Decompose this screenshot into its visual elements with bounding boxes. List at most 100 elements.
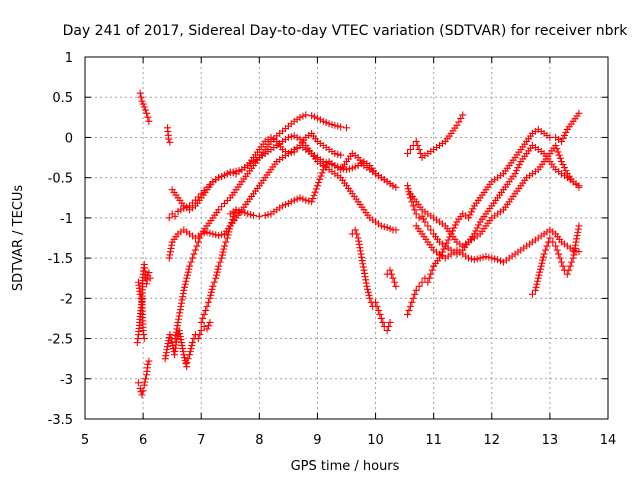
x-axis-label: GPS time / hours bbox=[291, 459, 400, 474]
data-point bbox=[528, 290, 536, 298]
grid-lines bbox=[85, 57, 608, 419]
data-point bbox=[165, 214, 173, 222]
data-point bbox=[568, 258, 576, 266]
data-point bbox=[284, 133, 292, 141]
data-point bbox=[316, 175, 324, 183]
data-point bbox=[405, 306, 413, 314]
data-point bbox=[356, 244, 364, 252]
data-point bbox=[355, 240, 363, 248]
data-point bbox=[141, 375, 149, 383]
data-point bbox=[388, 270, 396, 278]
data-point bbox=[559, 262, 567, 270]
data-point bbox=[204, 298, 212, 306]
data-point bbox=[194, 193, 202, 201]
plot-frame bbox=[84, 56, 609, 420]
data-point bbox=[308, 198, 316, 206]
x-tick-label: 12 bbox=[484, 433, 501, 448]
data-point bbox=[281, 201, 289, 209]
data-point bbox=[573, 232, 581, 240]
y-tick-label: 1 bbox=[65, 51, 73, 66]
data-point bbox=[185, 265, 193, 273]
data-point bbox=[299, 195, 307, 203]
data-point bbox=[184, 355, 192, 363]
data-point bbox=[250, 211, 258, 219]
data-point bbox=[374, 306, 382, 314]
data-point bbox=[166, 138, 174, 146]
data-point bbox=[316, 116, 324, 124]
data-point bbox=[139, 387, 147, 395]
data-point bbox=[555, 250, 563, 258]
data-point bbox=[181, 354, 189, 362]
data-point bbox=[536, 265, 544, 273]
data-point bbox=[488, 254, 496, 262]
data-point bbox=[337, 151, 345, 159]
data-point bbox=[362, 279, 370, 287]
data-point bbox=[569, 246, 577, 254]
data-point bbox=[383, 327, 391, 335]
data-point bbox=[215, 174, 223, 182]
data-point bbox=[238, 207, 246, 215]
data-point bbox=[172, 331, 180, 339]
data-point bbox=[210, 278, 218, 286]
data-point bbox=[177, 336, 185, 344]
data-point bbox=[470, 256, 478, 264]
data-point bbox=[171, 212, 179, 220]
data-point bbox=[247, 211, 255, 219]
data-point bbox=[376, 310, 384, 318]
data-point bbox=[218, 251, 226, 259]
data-point bbox=[540, 250, 548, 258]
data-point bbox=[162, 352, 170, 360]
data-point bbox=[141, 106, 149, 114]
data-point bbox=[427, 270, 435, 278]
data-point bbox=[224, 231, 232, 239]
data-point bbox=[175, 312, 183, 320]
data-point bbox=[176, 309, 184, 317]
data-point bbox=[183, 274, 191, 282]
data-point bbox=[290, 196, 298, 204]
data-point bbox=[363, 282, 371, 290]
data-point bbox=[223, 170, 231, 178]
data-point bbox=[202, 306, 210, 314]
data-point bbox=[556, 154, 564, 162]
data-point bbox=[565, 266, 573, 274]
data-point bbox=[543, 242, 551, 250]
data-point bbox=[194, 238, 202, 246]
data-point bbox=[357, 250, 365, 258]
data-point bbox=[383, 224, 391, 232]
data-point bbox=[570, 248, 578, 256]
data-point bbox=[164, 340, 172, 348]
data-point bbox=[189, 254, 197, 262]
data-point bbox=[412, 286, 420, 294]
data-point bbox=[232, 206, 240, 214]
data-point bbox=[459, 111, 467, 119]
data-point bbox=[415, 214, 423, 222]
data-point bbox=[197, 318, 205, 326]
data-point bbox=[535, 271, 543, 279]
data-point bbox=[182, 360, 190, 368]
data-point bbox=[164, 343, 172, 351]
tick-labels: 5 6 7 8 9 10 11 12 13 14 -3.5 -3 -2.5 -2 -1.5 -1 -0.5 0 0.… bbox=[48, 51, 617, 448]
data-point bbox=[219, 248, 227, 256]
data-point bbox=[331, 150, 339, 158]
data-point bbox=[574, 228, 582, 236]
data-point bbox=[325, 120, 333, 128]
x-tick-label: 10 bbox=[367, 433, 384, 448]
data-point bbox=[438, 248, 446, 256]
data-point bbox=[141, 378, 149, 386]
data-point bbox=[215, 232, 223, 240]
data-point bbox=[406, 302, 414, 310]
y-tick-label: -2.5 bbox=[48, 333, 73, 348]
data-point bbox=[353, 230, 361, 238]
data-point bbox=[566, 262, 574, 270]
data-point bbox=[209, 282, 217, 290]
y-tick-label: -0.5 bbox=[48, 172, 73, 187]
data-point bbox=[417, 150, 425, 158]
data-point bbox=[404, 182, 412, 190]
data-point bbox=[494, 256, 502, 264]
data-point bbox=[189, 339, 197, 347]
data-point bbox=[574, 225, 582, 233]
data-point bbox=[412, 137, 420, 145]
data-point bbox=[385, 322, 393, 330]
data-point bbox=[212, 274, 220, 282]
data-point bbox=[435, 254, 443, 262]
